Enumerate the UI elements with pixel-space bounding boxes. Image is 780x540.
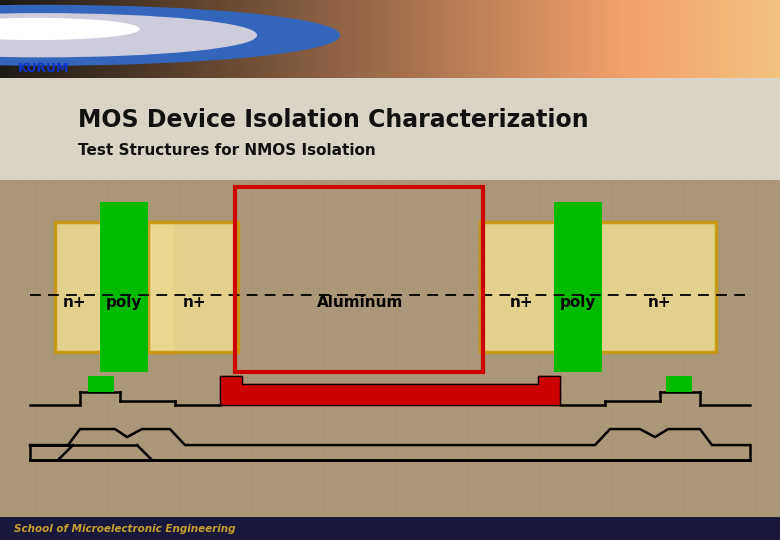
Bar: [55, 222, 175, 352]
Text: KURUM: KURUM: [18, 62, 69, 75]
Bar: [0, 78, 780, 180]
Bar: [88, 376, 114, 392]
Bar: [598, 222, 716, 352]
Text: n+: n+: [648, 295, 672, 309]
Circle shape: [0, 5, 339, 65]
Circle shape: [0, 14, 257, 57]
Text: n+: n+: [63, 295, 87, 309]
Bar: [100, 202, 148, 372]
Text: School of Microelectronic Engineering: School of Microelectronic Engineering: [14, 524, 236, 534]
Text: Test Structures for NMOS Isolation: Test Structures for NMOS Isolation: [78, 143, 376, 158]
Text: n+: n+: [183, 295, 207, 309]
Bar: [235, 187, 483, 372]
Text: poly: poly: [106, 295, 142, 309]
Circle shape: [0, 18, 139, 39]
Text: poly: poly: [560, 295, 596, 309]
Bar: [480, 222, 568, 352]
Text: Aluminum: Aluminum: [317, 295, 403, 309]
Text: MOS Device Isolation Characterization: MOS Device Isolation Characterization: [78, 109, 589, 132]
Bar: [148, 222, 238, 352]
Polygon shape: [220, 376, 560, 405]
Bar: [554, 202, 602, 372]
Bar: [666, 376, 692, 392]
Bar: [0, 178, 780, 540]
Text: n+: n+: [510, 295, 534, 309]
